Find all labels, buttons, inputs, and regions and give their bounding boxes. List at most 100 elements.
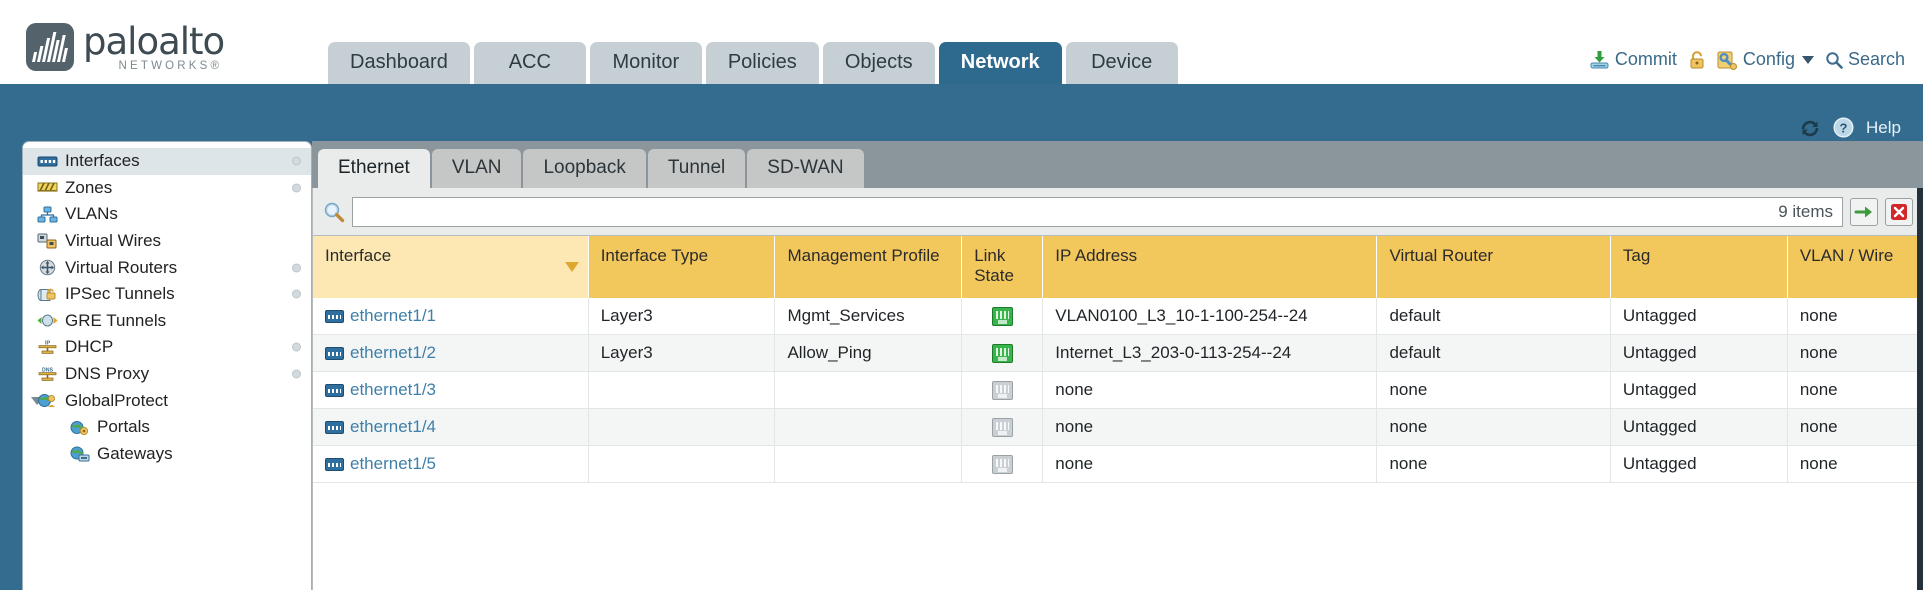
sidebar-item-dns-proxy[interactable]: DNS DNS Proxy bbox=[23, 361, 311, 388]
tab-tunnel[interactable]: Tunnel bbox=[647, 149, 746, 188]
refresh-icon[interactable] bbox=[1799, 118, 1821, 138]
table-row[interactable]: ethernet1/1 Layer3 Mgmt_Services VLAN010… bbox=[313, 298, 1923, 336]
nav-tab-policies[interactable]: Policies bbox=[705, 42, 819, 84]
dns-proxy-icon: DNS bbox=[37, 366, 58, 383]
column-header-management-profile[interactable]: Management Profile bbox=[774, 236, 963, 298]
column-header-interface-type[interactable]: Interface Type bbox=[588, 236, 776, 298]
cell-tag: Untagged bbox=[1610, 371, 1788, 410]
sidebar-status-dot bbox=[292, 183, 301, 193]
interface-icon bbox=[325, 347, 344, 361]
search-button[interactable]: Search bbox=[1825, 49, 1905, 70]
filter-input-wrapper[interactable]: 9 items bbox=[352, 197, 1843, 227]
table-row[interactable]: ethernet1/5 none none Untagged none bbox=[313, 445, 1923, 484]
search-icon[interactable] bbox=[323, 201, 345, 223]
cell-interface[interactable]: ethernet1/2 bbox=[313, 334, 589, 373]
link-state-up-icon bbox=[991, 344, 1013, 364]
tab-ethernet[interactable]: Ethernet bbox=[318, 149, 430, 188]
cell-interface-type bbox=[588, 371, 776, 410]
sidebar-label-gre-tunnels: GRE Tunnels bbox=[65, 310, 167, 330]
table-row[interactable]: ethernet1/3 none none Untagged none bbox=[313, 371, 1923, 410]
cell-interface[interactable]: ethernet1/4 bbox=[313, 408, 589, 447]
column-header-tag[interactable]: Tag bbox=[1610, 236, 1788, 298]
help-label[interactable]: Help bbox=[1866, 117, 1901, 137]
interface-link[interactable]: ethernet1/2 bbox=[350, 343, 437, 363]
sidebar-item-interfaces[interactable]: Interfaces bbox=[23, 148, 311, 175]
sidebar-item-virtual-routers[interactable]: Virtual Routers bbox=[23, 254, 311, 281]
nav-tab-dashboard[interactable]: Dashboard bbox=[328, 42, 470, 84]
nav-tab-monitor[interactable]: Monitor bbox=[589, 42, 702, 84]
table-row[interactable]: ethernet1/4 none none Untagged none bbox=[313, 408, 1923, 447]
portals-icon bbox=[69, 419, 90, 436]
tab-vlan[interactable]: VLAN bbox=[431, 149, 522, 188]
interface-icon bbox=[325, 310, 344, 324]
clear-filter-button[interactable] bbox=[1885, 198, 1913, 226]
cell-vlan-wire: none bbox=[1787, 408, 1923, 447]
column-header-virtual-router[interactable]: Virtual Router bbox=[1376, 236, 1611, 298]
sidebar-item-gateways[interactable]: Gateways bbox=[23, 441, 311, 468]
sidebar-status-dot bbox=[292, 342, 301, 352]
nav-tab-acc[interactable]: ACC bbox=[473, 42, 586, 84]
sidebar-label-interfaces: Interfaces bbox=[65, 151, 140, 171]
tab-sd-wan[interactable]: SD-WAN bbox=[747, 149, 864, 188]
config-label: Config bbox=[1742, 49, 1795, 69]
column-header-link-state[interactable]: Link State bbox=[961, 236, 1044, 298]
cell-ip-address: Internet_L3_203-0-113-254--24 bbox=[1042, 334, 1378, 373]
content-tabs: Ethernet VLAN Loopback Tunnel SD-WAN bbox=[312, 141, 1923, 188]
commit-icon bbox=[1589, 50, 1610, 70]
svg-text:DNS: DNS bbox=[42, 367, 53, 373]
interfaces-table: Interface Interface Type Management Prof… bbox=[313, 236, 1923, 484]
nav-tab-network[interactable]: Network bbox=[938, 42, 1062, 84]
cell-link-state bbox=[961, 298, 1044, 336]
cell-ip-address: VLAN0100_L3_10-1-100-254--24 bbox=[1042, 298, 1378, 336]
config-menu[interactable]: Config bbox=[1717, 49, 1814, 70]
cell-vlan-wire: none bbox=[1787, 334, 1923, 373]
cell-interface[interactable]: ethernet1/1 bbox=[313, 298, 589, 336]
interface-link[interactable]: ethernet1/3 bbox=[350, 380, 437, 400]
cell-interface[interactable]: ethernet1/3 bbox=[313, 371, 589, 410]
interface-link[interactable]: ethernet1/4 bbox=[350, 417, 437, 437]
dhcp-icon: IP bbox=[37, 339, 58, 356]
sidebar-label-portals: Portals bbox=[97, 417, 150, 437]
sidebar-item-virtual-wires[interactable]: Virtual Wires bbox=[23, 228, 311, 255]
column-header-ip-address[interactable]: IP Address bbox=[1042, 236, 1378, 298]
sidebar-item-portals[interactable]: Portals bbox=[23, 414, 311, 441]
sidebar-item-vlans[interactable]: VLANs bbox=[23, 201, 311, 228]
interface-link[interactable]: ethernet1/5 bbox=[350, 454, 437, 474]
column-header-vlan-wire[interactable]: VLAN / Wire bbox=[1787, 236, 1923, 298]
filter-row: 9 items bbox=[313, 188, 1923, 235]
table-row[interactable]: ethernet1/2 Layer3 Allow_Ping Internet_L… bbox=[313, 334, 1923, 373]
search-input[interactable] bbox=[353, 198, 1779, 226]
window-right-edge bbox=[1917, 141, 1923, 590]
sidebar-status-dot bbox=[292, 369, 301, 379]
cell-interface-type bbox=[588, 445, 776, 484]
body-area: Interfaces Zones bbox=[0, 141, 1923, 590]
interface-link[interactable]: ethernet1/1 bbox=[350, 306, 437, 325]
apply-filter-button[interactable] bbox=[1850, 198, 1878, 226]
nav-tab-objects[interactable]: Objects bbox=[822, 42, 935, 84]
commit-button[interactable]: Commit bbox=[1589, 49, 1677, 70]
sort-descending-icon[interactable] bbox=[564, 262, 579, 272]
sidebar-item-gre-tunnels[interactable]: GRE Tunnels bbox=[23, 308, 311, 335]
sidebar-item-dhcp[interactable]: IP DHCP bbox=[23, 334, 311, 361]
cell-interface-type: Layer3 bbox=[588, 298, 776, 336]
interfaces-table-wrapper[interactable]: Interface Interface Type Management Prof… bbox=[313, 235, 1923, 590]
ethernet-panel: 9 items bbox=[312, 188, 1923, 590]
tab-loopback[interactable]: Loopback bbox=[523, 149, 646, 188]
cell-interface[interactable]: ethernet1/5 bbox=[313, 445, 589, 484]
cell-virtual-router: none bbox=[1376, 408, 1611, 447]
sidebar-item-zones[interactable]: Zones bbox=[23, 175, 311, 202]
content-panel: Ethernet VLAN Loopback Tunnel SD-WAN 9 i… bbox=[312, 141, 1923, 590]
lock-button[interactable] bbox=[1688, 50, 1706, 70]
nav-tab-device[interactable]: Device bbox=[1065, 42, 1178, 84]
sidebar-label-dns-proxy: DNS Proxy bbox=[65, 364, 150, 384]
interfaces-table-body: ethernet1/1 Layer3 Mgmt_Services VLAN010… bbox=[313, 298, 1923, 484]
sidebar-item-globalprotect[interactable]: GlobalProtect bbox=[23, 387, 311, 414]
link-state-down-icon bbox=[991, 381, 1013, 401]
help-icon[interactable]: ? bbox=[1833, 117, 1854, 138]
brand-logo: paloalto NETWORKS® bbox=[0, 23, 300, 85]
column-header-interface[interactable]: Interface bbox=[313, 236, 589, 298]
sidebar-item-ipsec-tunnels[interactable]: IPSec Tunnels bbox=[23, 281, 311, 308]
sidebar-label-gateways: Gateways bbox=[97, 443, 173, 463]
sidebar: Interfaces Zones bbox=[22, 141, 312, 590]
expand-triangle-icon[interactable] bbox=[31, 396, 43, 405]
